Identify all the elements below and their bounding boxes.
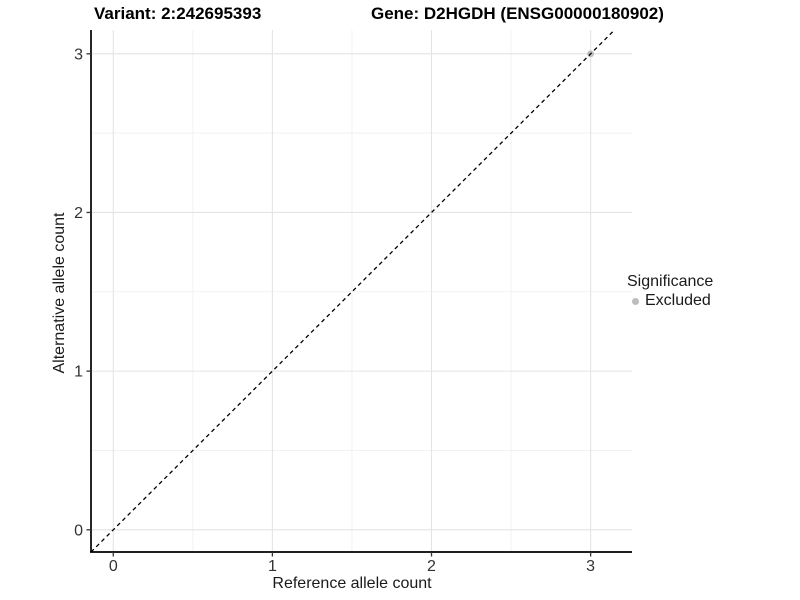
x-tick-label: 2	[427, 558, 436, 575]
y-tick-label: 3	[74, 46, 83, 63]
identity-line	[90, 29, 615, 553]
legend: Significance Excluded	[627, 273, 713, 309]
x-tick-label: 3	[586, 558, 595, 575]
legend-item-excluded: Excluded	[627, 293, 713, 309]
excluded-point-icon	[632, 297, 639, 305]
legend-title: Significance	[627, 273, 714, 290]
legend-item-label: Excluded	[645, 292, 711, 309]
x-tick-label: 1	[268, 558, 277, 575]
x-axis-label: Reference allele count	[272, 575, 432, 592]
y-tick-label: 0	[74, 522, 83, 539]
y-tick-label: 2	[74, 205, 83, 222]
x-tick-label: 0	[109, 558, 118, 575]
y-tick-label: 1	[74, 364, 83, 381]
plot-title-variant: Variant: 2:242695393	[94, 4, 262, 23]
plot-title-gene: Gene: D2HGDH (ENSG00000180902)	[371, 4, 664, 23]
